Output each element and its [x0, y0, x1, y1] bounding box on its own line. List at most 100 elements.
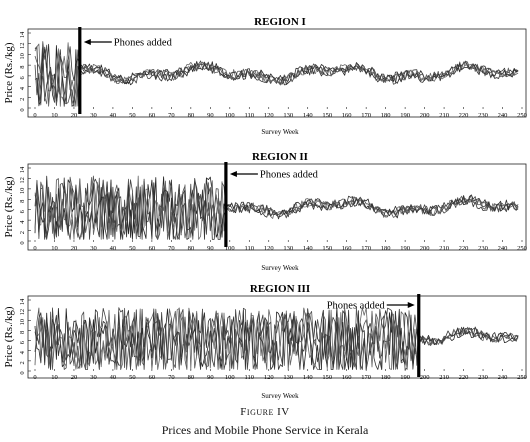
panel-title-region-3: REGION III	[250, 283, 310, 295]
plot-frame-region-3	[27, 295, 527, 379]
x-tick-label: 60	[149, 245, 156, 252]
panel-region-2: REGION II 0 2 4 6 8 10 12 14 0 10 20 30 40 50 60 70 80 9…	[3, 151, 527, 272]
x-tick-label: 80	[188, 374, 195, 381]
phones-added-arrowhead-region-1	[83, 39, 91, 45]
x-tick-label: 160	[342, 374, 352, 381]
x-tick-label: 10	[51, 245, 58, 252]
x-tick-label: 70	[168, 245, 175, 252]
x-axis-region-2: 0 10 20 30 40 50 60 70 80 90 100 110 120 130 140 150 160…	[33, 240, 527, 252]
price-series-line	[34, 175, 519, 240]
series-group-region-2	[34, 175, 519, 240]
y-tick-label: 6	[19, 340, 26, 344]
y-axis-title-region-2: Price (Rs./kg)	[3, 176, 15, 237]
x-tick-label: 40	[110, 374, 117, 381]
panel-region-1: REGION I 0 2 4 6 8 10 12 14 0 10 20 30 40 50 60 70 80 90…	[3, 16, 527, 136]
y-tick-label: 4	[19, 86, 26, 90]
x-tick-label: 0	[33, 374, 36, 381]
x-tick-label: 120	[264, 245, 274, 252]
y-tick-label: 8	[19, 66, 26, 69]
x-tick-label: 150	[322, 112, 332, 119]
y-tick-label: 10	[19, 319, 26, 326]
y-tick-label: 0	[19, 241, 26, 244]
y-tick-label: 14	[19, 31, 26, 38]
x-tick-label: 120	[264, 112, 274, 119]
x-tick-label: 130	[283, 374, 293, 381]
x-tick-label: 170	[361, 374, 371, 381]
x-tick-label: 50	[129, 245, 136, 252]
y-tick-label: 2	[19, 231, 26, 234]
x-tick-label: 220	[459, 245, 469, 252]
y-tick-label: 0	[19, 371, 26, 374]
phones-added-label-region-3: Phones added	[327, 301, 386, 312]
x-tick-label: 170	[361, 112, 371, 119]
series-group-region-1	[34, 41, 519, 107]
x-tick-label: 190	[400, 374, 410, 381]
x-tick-label: 60	[149, 112, 156, 119]
x-tick-label: 30	[90, 112, 97, 119]
y-tick-label: 4	[19, 220, 26, 224]
y-tick-label: 12	[19, 42, 26, 49]
x-tick-label: 30	[90, 245, 97, 252]
x-tick-label: 250	[517, 374, 527, 381]
y-tick-label: 10	[19, 188, 26, 195]
x-tick-label: 210	[439, 112, 449, 119]
x-tick-label: 50	[129, 374, 136, 381]
y-tick-label: 2	[19, 98, 26, 101]
panel-title-region-1: REGION I	[254, 16, 306, 28]
x-tick-label: 230	[478, 112, 488, 119]
price-series-line	[34, 42, 519, 107]
x-tick-label: 230	[478, 374, 488, 381]
x-tick-label: 150	[322, 374, 332, 381]
x-tick-label: 110	[245, 245, 255, 252]
x-tick-label: 170	[361, 245, 371, 252]
y-tick-label: 14	[19, 166, 26, 173]
x-tick-label: 200	[420, 374, 430, 381]
price-series-line	[34, 43, 519, 107]
x-tick-label: 60	[149, 374, 156, 381]
x-tick-label: 30	[90, 374, 97, 381]
y-axis-region-1: 0 2 4 6 8 10 12 14	[19, 31, 31, 112]
x-tick-label: 50	[129, 112, 136, 119]
y-tick-label: 4	[19, 350, 26, 354]
x-tick-label: 210	[439, 245, 449, 252]
phones-added-label-region-1: Phones added	[114, 38, 173, 49]
x-tick-label: 160	[342, 112, 352, 119]
y-tick-label: 8	[19, 200, 26, 203]
x-tick-label: 230	[478, 245, 488, 252]
x-tick-label: 180	[381, 112, 391, 119]
x-tick-label: 10	[51, 374, 58, 381]
y-axis-region-2: 0 2 4 6 8 10 12 14	[19, 166, 31, 245]
x-axis-region-3: 0 10 20 30 40 50 60 70 80 90 100 110 120 130 140 150 160…	[33, 369, 527, 381]
x-tick-label: 180	[381, 374, 391, 381]
x-tick-label: 90	[207, 112, 214, 119]
x-tick-label: 0	[33, 245, 36, 252]
x-tick-label: 130	[283, 245, 293, 252]
x-tick-label: 140	[303, 112, 313, 119]
x-tick-label: 120	[264, 374, 274, 381]
x-tick-label: 160	[342, 245, 352, 252]
plot-frame-region-1	[27, 28, 527, 118]
y-axis-title-region-1: Price (Rs./kg)	[3, 42, 15, 103]
phones-added-arrowhead-region-3	[407, 302, 415, 308]
x-tick-label: 150	[322, 245, 332, 252]
x-tick-label: 20	[71, 112, 78, 119]
x-tick-label: 110	[245, 112, 255, 119]
phones-added-annotation-region-3: Phones added	[327, 301, 415, 312]
phones-added-annotation-region-1: Phones added	[83, 38, 173, 49]
y-axis-region-3: 0 2 4 6 8 10 12 14	[19, 298, 31, 375]
x-tick-label: 210	[439, 374, 449, 381]
price-series-line	[34, 308, 519, 370]
y-tick-label: 10	[19, 53, 26, 60]
price-series-line	[34, 41, 519, 107]
x-axis-title-region-1: Survey Week	[261, 128, 299, 136]
y-axis-title-region-3: Price (Rs./kg)	[3, 306, 15, 367]
x-tick-label: 180	[381, 245, 391, 252]
x-tick-label: 240	[498, 374, 508, 381]
x-tick-label: 200	[420, 112, 430, 119]
panel-region-3: REGION III 0 2 4 6 8 10 12 14 0 10 20 30 40 50 60 70 80…	[3, 283, 527, 400]
x-tick-label: 20	[71, 374, 78, 381]
x-tick-label: 40	[110, 245, 117, 252]
x-tick-label: 240	[498, 112, 508, 119]
x-tick-label: 200	[420, 245, 430, 252]
